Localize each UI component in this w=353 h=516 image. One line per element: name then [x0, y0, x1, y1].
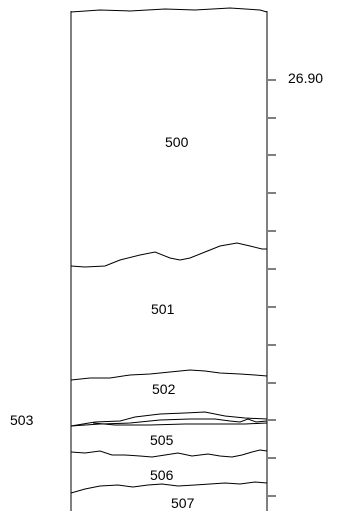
layer-label-502: 502: [152, 381, 176, 397]
layer-label-505: 505: [150, 432, 174, 448]
layer-label-506: 506: [150, 467, 174, 483]
top-surface-line: [70, 7, 268, 13]
layer-label-500: 500: [165, 134, 189, 150]
boundary-500-501: [70, 242, 267, 268]
elevation-label: 26.90: [288, 70, 323, 86]
boundary-502-503: [70, 411, 268, 427]
layer-label-501: 501: [151, 301, 175, 317]
layer-label-503: 503: [10, 412, 34, 428]
boundary-503-lower: [70, 418, 268, 427]
layer-label-507: 507: [171, 495, 195, 511]
elevation-scale: [268, 79, 276, 497]
boundary-506-507: [70, 481, 268, 494]
boundary-505-506: [70, 449, 268, 458]
boundary-503-base: [92, 422, 268, 426]
boundary-501-502: [70, 369, 268, 381]
